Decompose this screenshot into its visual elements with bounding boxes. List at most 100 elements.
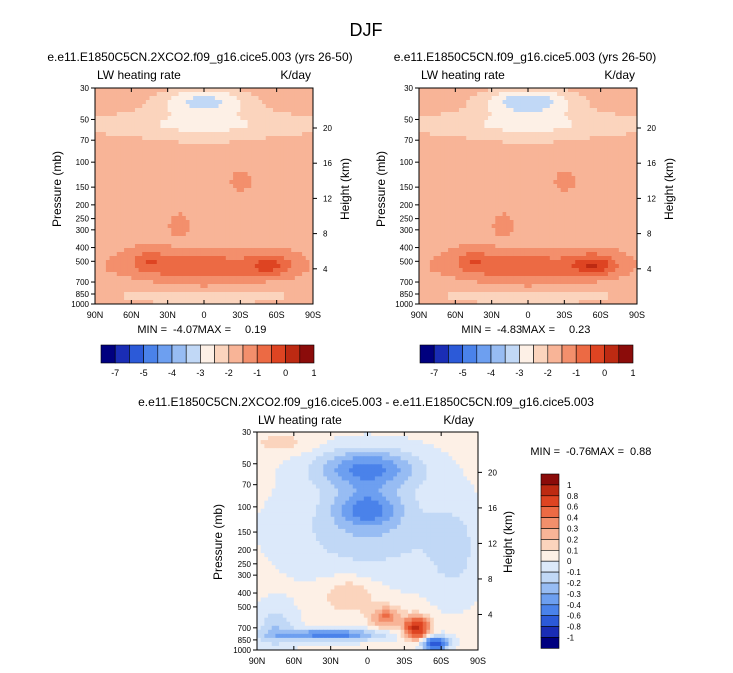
heatmap-cell [557,164,562,169]
heatmap-cell [560,120,565,125]
heatmap-cell [185,236,190,241]
heatmap-cell [557,144,562,149]
heatmap-cell [294,280,299,285]
heatmap-cell [214,284,219,289]
heatmap-cell [124,264,129,269]
heatmap-cell [433,116,438,121]
heatmap-cell [189,168,194,173]
heatmap-cell [269,232,274,237]
heatmap-cell [531,88,536,93]
heatmap-cell [138,124,143,129]
heatmap-cell [477,124,482,129]
heatmap-cell [116,164,121,169]
heatmap-cell [211,176,216,181]
heatmap-cell [597,96,602,101]
heatmap-cell [258,224,263,229]
heatmap-cell [283,284,288,289]
heatmap-cell [200,256,205,261]
heatmap-cell [629,184,634,189]
heatmap-cell [109,148,114,153]
heatmap-cell [178,132,183,137]
heatmap-cell [455,196,460,201]
heatmap-cell [560,132,565,137]
heatmap-cell [466,180,471,185]
heatmap-cell [174,220,179,225]
heatmap-cell [448,100,453,105]
heatmap-cell [309,188,314,193]
heatmap-cell [211,172,216,177]
heatmap-cell [419,140,424,145]
heatmap-cell [160,212,165,217]
heatmap-cell [422,148,427,153]
heatmap-cell [171,256,176,261]
heatmap-cell [113,160,118,165]
heatmap-cell [575,156,580,161]
heatmap-cell [462,160,467,165]
heatmap-cell [102,176,107,181]
heatmap-cell [109,276,114,281]
heatmap-cell [243,256,248,261]
heatmap-cell [251,204,256,209]
heatmap-cell [517,128,522,133]
heatmap-cell [604,168,609,173]
heatmap-cell [196,272,201,277]
heatmap-cell [160,260,165,265]
heatmap-cell [564,160,569,165]
heatmap-cell [131,212,136,217]
heatmap-cell [294,120,299,125]
heatmap-cell [553,140,558,145]
heatmap-cell [309,252,314,257]
heatmap-cell [276,112,281,117]
heatmap-cell [225,204,230,209]
heatmap-cell [105,88,110,93]
heatmap-cell [531,192,536,197]
heatmap-cell [240,220,245,225]
heatmap-cell [458,96,463,101]
heatmap-cell [448,104,453,109]
heatmap-cell [153,116,158,121]
heatmap-cell [174,180,179,185]
heatmap-cell [243,132,248,137]
heatmap-cell [189,88,194,93]
heatmap-cell [109,196,114,201]
heatmap-cell [273,168,278,173]
heatmap-cell [448,192,453,197]
heatmap-cell [607,180,612,185]
heatmap-cell [488,192,493,197]
heatmap-cell [509,164,514,169]
heatmap-cell [269,180,274,185]
heatmap-cell [145,112,150,117]
heatmap-cell [189,100,194,105]
heatmap-cell [236,108,241,113]
heatmap-cell [204,232,209,237]
heatmap-cell [207,296,212,301]
heatmap-cell [444,116,449,121]
heatmap-cell [171,92,176,97]
heatmap-cell [174,284,179,289]
heatmap-cell [174,208,179,213]
heatmap-cell [229,100,234,105]
heatmap-cell [258,252,263,257]
heatmap-cell [564,196,569,201]
heatmap-cell [182,104,187,109]
heatmap-cell [283,232,288,237]
heatmap-cell [269,100,274,105]
heatmap-cell [276,192,281,197]
heatmap-cell [582,152,587,157]
heatmap-cell [145,264,150,269]
heatmap-cell [98,200,103,205]
heatmap-cell [182,124,187,129]
heatmap-cell [156,120,161,125]
heatmap-cell [593,92,598,97]
heatmap-cell [116,224,121,229]
heatmap-cell [218,256,223,261]
heatmap-cell [167,92,172,97]
heatmap-cell [142,264,147,269]
heatmap-cell [134,160,139,165]
heatmap-cell [222,128,227,133]
heatmap-cell [509,88,514,93]
heatmap-cell [462,128,467,133]
heatmap-cell [149,164,154,169]
heatmap-cell [229,108,234,113]
heatmap-cell [127,172,132,177]
